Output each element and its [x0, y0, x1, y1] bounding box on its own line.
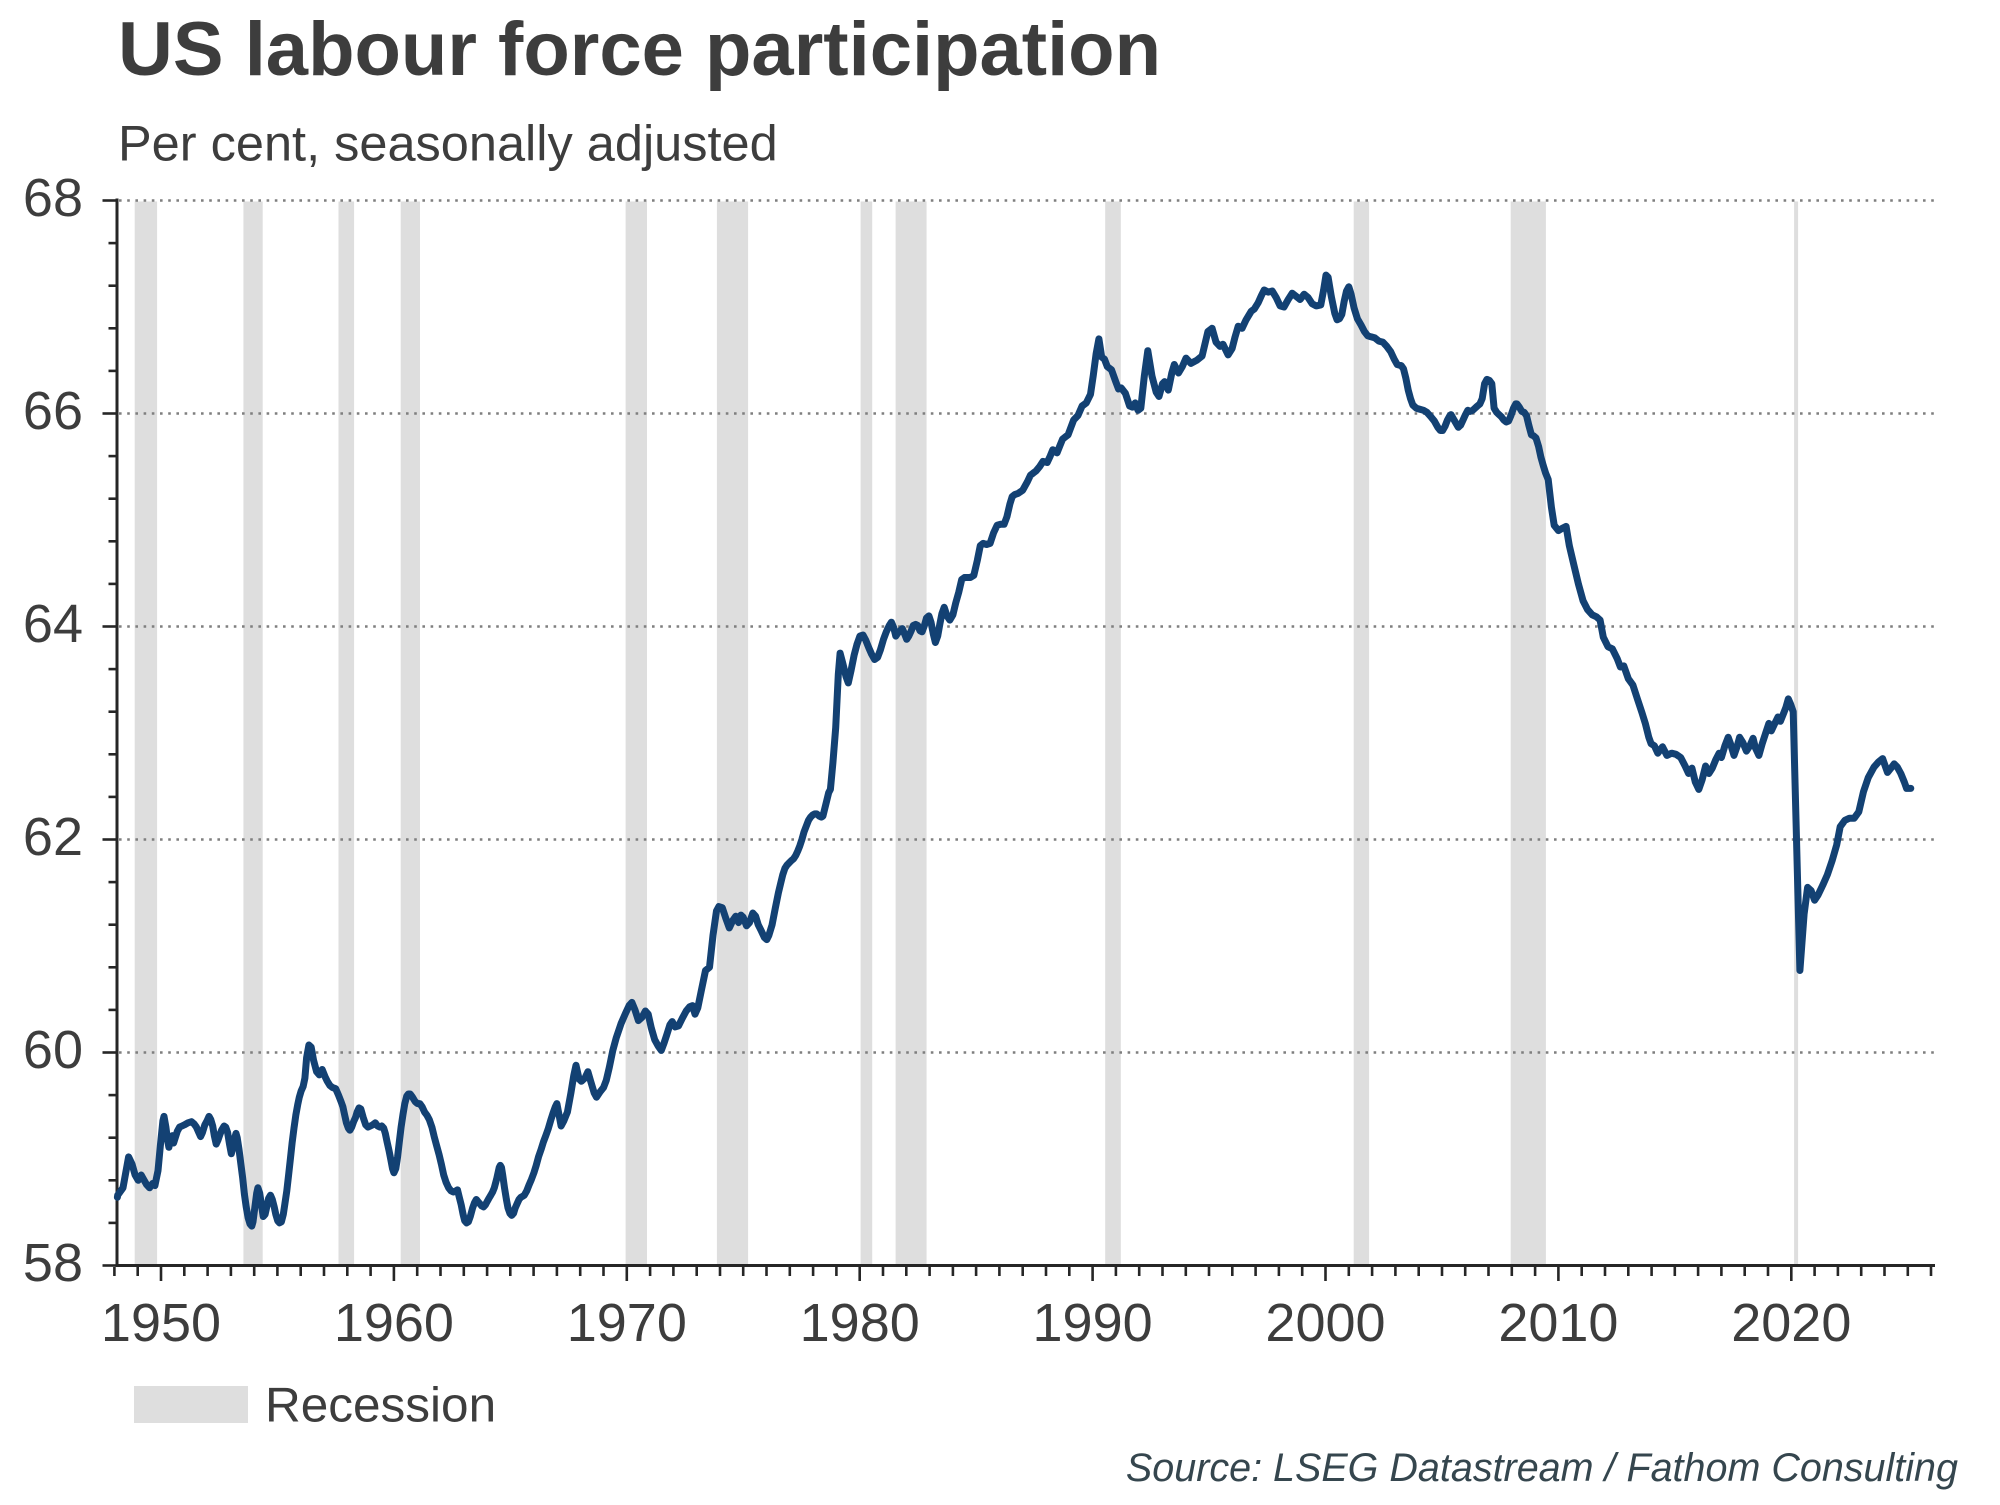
svg-text:1950: 1950	[101, 1293, 221, 1353]
svg-text:1970: 1970	[567, 1293, 687, 1353]
svg-text:2000: 2000	[1265, 1293, 1385, 1353]
svg-text:Recession: Recession	[265, 1378, 496, 1433]
svg-text:62: 62	[23, 807, 83, 867]
svg-text:2010: 2010	[1498, 1293, 1618, 1353]
svg-text:68: 68	[23, 168, 83, 228]
svg-text:1980: 1980	[800, 1293, 920, 1353]
svg-text:58: 58	[23, 1233, 83, 1293]
svg-text:1990: 1990	[1033, 1293, 1153, 1353]
svg-text:64: 64	[23, 594, 83, 654]
svg-text:60: 60	[23, 1020, 83, 1080]
svg-text:US labour force participation: US labour force participation	[118, 7, 1161, 92]
svg-text:2020: 2020	[1731, 1293, 1851, 1353]
svg-text:Source: LSEG Datastream / Fath: Source: LSEG Datastream / Fathom Consult…	[1126, 1446, 1958, 1490]
svg-text:1960: 1960	[334, 1293, 454, 1353]
svg-text:Per cent, seasonally adjusted: Per cent, seasonally adjusted	[118, 115, 778, 172]
svg-text:66: 66	[23, 381, 83, 441]
